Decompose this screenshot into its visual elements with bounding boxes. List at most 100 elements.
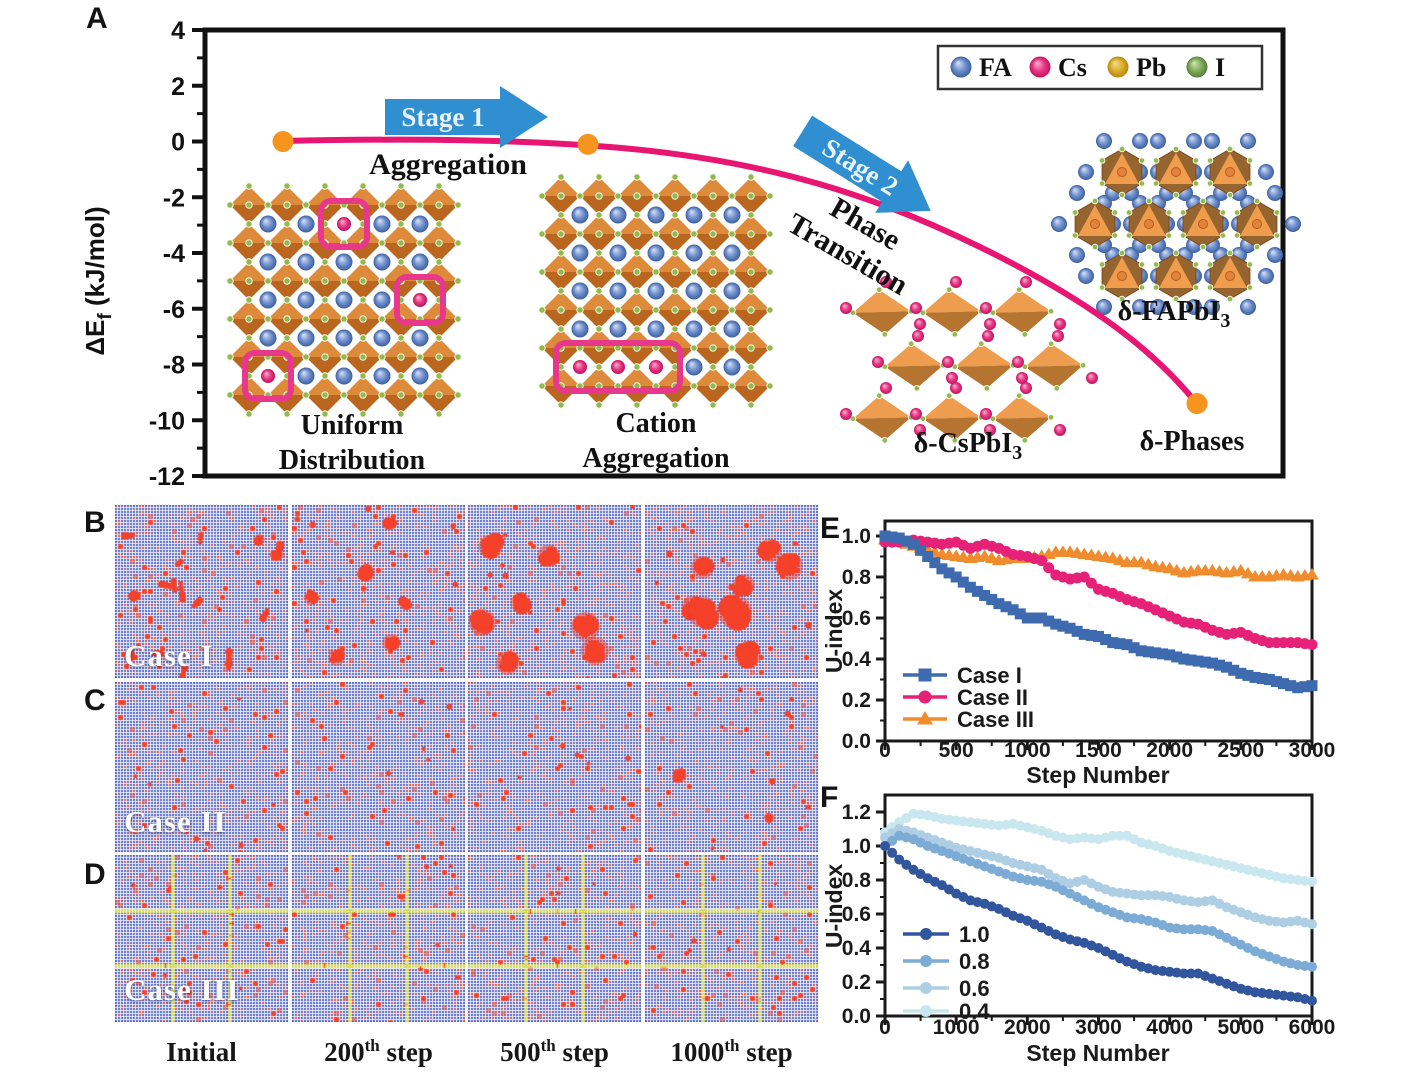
stage1-arrow-shape — [385, 86, 548, 148]
x-tick-label: 3000 — [1289, 739, 1336, 762]
y-tick-label: 0.2 — [842, 689, 871, 712]
simulation-tile-case-i-1000th-step — [645, 505, 818, 678]
pb-legend-label: Pb — [1136, 53, 1166, 82]
y-tick-label: 0.8 — [842, 566, 872, 589]
legend-label: 0.6 — [959, 976, 990, 1001]
panel-f-legend: 1.00.80.60.4 — [903, 922, 990, 1024]
x-tick-label: 1500 — [1075, 739, 1122, 762]
energy-anchor-point — [272, 131, 294, 152]
case-iii-label: Case III — [124, 972, 240, 1007]
panel-letter-b: B — [84, 506, 106, 539]
y-tick-label: 0.0 — [842, 1005, 871, 1028]
panel-f-xlabel: Step Number — [1026, 1040, 1169, 1066]
panel-a-y-tick-label: -4 — [163, 240, 185, 268]
legend-label: 1.0 — [959, 922, 990, 947]
x-tick-label: 500 — [939, 739, 974, 762]
uniform-distribution-label-1: Uniform — [301, 410, 404, 441]
stage1-label: Stage 1 — [401, 102, 484, 132]
i-atom-icon — [1186, 56, 1208, 78]
series-markers-1.0 — [880, 841, 1317, 1006]
x-tick-label: 1000 — [1004, 739, 1051, 762]
series-markers-0.8 — [880, 830, 1317, 972]
simulation-tile-case-iii-500th-step — [468, 855, 641, 1022]
simulation-tile-case-iii-1000th-step — [645, 855, 818, 1022]
perovskite-lattice — [226, 182, 462, 418]
panel-a-y-tick-label: -12 — [149, 463, 185, 491]
y-tick-label: 0.2 — [842, 971, 871, 994]
delta-phases-label: δ-Phases — [1140, 426, 1245, 457]
panel-e-xlabel: Step Number — [1026, 762, 1169, 788]
energy-anchor-point — [577, 133, 599, 155]
x-tick-label: 2500 — [1217, 739, 1264, 762]
panel-a-y-tick-label: 0 — [171, 129, 185, 157]
cation-aggregation-label-1: Cation — [616, 408, 697, 439]
legend-label: Case III — [957, 707, 1034, 732]
legend-label: 0.8 — [959, 949, 990, 974]
panel-a-y-tick-label: -10 — [149, 407, 185, 435]
panel-letter-a: A — [86, 2, 108, 35]
panel-e-ylabel: U-index — [821, 589, 847, 674]
x-tick-label: 2000 — [1004, 1016, 1051, 1039]
caption-200th-step: 200th step — [324, 1036, 433, 1067]
fa-atom-icon — [950, 56, 972, 78]
x-tick-label: 0 — [879, 739, 891, 762]
simulation-tile-case-iii-200th-step — [292, 855, 465, 1022]
formation-energy-curve — [280, 136, 1200, 407]
panel-a-y-tick-label: -8 — [163, 352, 185, 380]
delta-cspbi3-structure — [840, 276, 1098, 444]
simulation-tile-case-i-initial — [115, 505, 288, 678]
case-ii-label: Case II — [124, 804, 227, 839]
panel-a-y-tick-label: -6 — [163, 296, 185, 324]
legend-label: Case I — [957, 663, 1022, 688]
y-tick-label: 0.4 — [842, 648, 872, 671]
panel-letter-f: F — [820, 781, 839, 814]
perovskite-lattice — [538, 173, 774, 409]
simulation-tile-case-iii-initial — [115, 855, 288, 1022]
delta-cspbi3-label: δ-CsPbI3 — [914, 428, 1023, 464]
delta-fapbi3-structure — [1051, 133, 1301, 315]
simulation-tile-case-ii-initial — [115, 682, 288, 852]
x-tick-label: 4000 — [1146, 1016, 1193, 1039]
crystal-structure-illustrations — [226, 133, 1301, 444]
y-tick-label: 0.0 — [842, 730, 871, 753]
panel-letter-e: E — [820, 512, 841, 545]
x-tick-label: 2000 — [1146, 739, 1193, 762]
simulation-tile-case-ii-500th-step — [468, 682, 641, 852]
cs-legend-label: Cs — [1058, 53, 1087, 82]
fa-legend-label: FA — [979, 53, 1012, 82]
legend-label: 0.4 — [959, 999, 990, 1024]
x-tick-label: 0 — [879, 1016, 891, 1039]
x-tick-label: 6000 — [1289, 1016, 1336, 1039]
legend-label: Case II — [957, 685, 1028, 710]
y-tick-label: 1.2 — [842, 801, 871, 824]
x-tick-label: 1000 — [933, 1016, 980, 1039]
caption-1000th-step: 1000th step — [670, 1036, 793, 1067]
cs-atom-icon — [1029, 56, 1051, 78]
panel-f-ylabel: U-index — [821, 864, 847, 949]
y-tick-label: 1.0 — [842, 525, 871, 548]
series-markers-Case I — [879, 530, 1318, 694]
x-tick-label: 3000 — [1075, 1016, 1122, 1039]
panel-letter-c: C — [84, 684, 106, 717]
caption-initial: Initial — [166, 1037, 237, 1067]
simulation-tile-case-i-200th-step — [292, 505, 465, 678]
panel-a-y-tick-label: 2 — [171, 73, 185, 101]
caption-500th-step: 500th step — [500, 1036, 609, 1067]
cation-aggregation-label-2: Aggregation — [582, 443, 730, 474]
atom-legend-box — [936, 44, 1264, 91]
i-legend-label: I — [1215, 53, 1225, 82]
y-tick-label: 0.8 — [842, 869, 872, 892]
energy-anchor-point — [1186, 393, 1208, 415]
stage1-arrow: Stage 1 — [385, 86, 548, 148]
simulation-tile-case-i-500th-step — [468, 505, 641, 678]
y-tick-label: 0.6 — [842, 607, 871, 630]
panel-f-axes: 0 1000 2000 3000 4000 5000 60000.00.20.40.60.8… — [842, 801, 1336, 1039]
simulation-tile-case-ii-200th-step — [292, 682, 465, 852]
panel-letter-d: D — [84, 858, 106, 891]
delta-fapbi3-label: δ-FAPbI3 — [1118, 296, 1231, 332]
panel-a-y-tick-label: -2 — [163, 184, 185, 212]
